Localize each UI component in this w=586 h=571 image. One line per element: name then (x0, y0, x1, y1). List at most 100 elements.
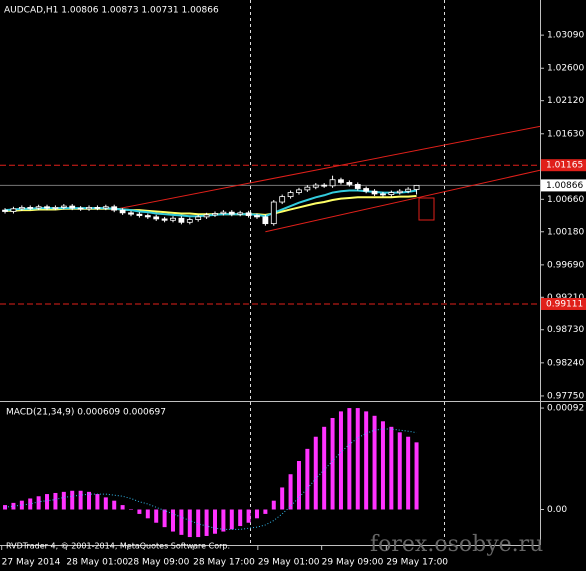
macd-bar (11, 502, 16, 510)
macd-bar (137, 509, 142, 514)
candle-body (195, 216, 202, 220)
candle-body (212, 213, 218, 216)
candle-body (60, 205, 67, 208)
macd-bar (187, 509, 192, 538)
macd-bar (171, 509, 176, 532)
macd-bar (338, 411, 343, 510)
x-tick-label: 28 May 09:00 (128, 558, 190, 568)
candle-body (380, 193, 386, 196)
macd-bar (238, 509, 243, 527)
y-tick-label: 1.02120 (547, 96, 584, 106)
candle-body (153, 216, 160, 220)
candle-body (338, 179, 344, 183)
candle-body (203, 214, 210, 218)
candle-body (136, 213, 143, 216)
macd-bar (212, 509, 217, 534)
candle-body (329, 179, 336, 187)
macd-bar (53, 492, 58, 510)
macd-bar (61, 491, 66, 510)
candle-body (161, 218, 168, 221)
macd-bar (45, 494, 50, 510)
macd-bar (305, 448, 310, 510)
candle-body (128, 212, 134, 215)
y-tick-label: 0.98730 (547, 325, 584, 335)
macd-bar (196, 509, 201, 538)
y-tick-label: 1.02600 (547, 64, 584, 74)
current-price-bg (541, 179, 586, 192)
macd-bar (179, 509, 184, 535)
candle-body (312, 184, 319, 188)
candle-body (170, 217, 176, 221)
watermark: forex.osobye.ru (370, 532, 543, 557)
macd-bar (129, 509, 134, 510)
candle-body (304, 186, 311, 191)
candle-body (279, 196, 286, 203)
macd-bar (204, 509, 209, 536)
candle-body (371, 190, 378, 195)
candle-body (346, 182, 353, 185)
candle-body (396, 190, 403, 193)
candle-body (77, 207, 84, 210)
y-tick-label: 0.00 (547, 505, 567, 515)
level-label-bg (541, 159, 586, 172)
trendline (265, 169, 541, 233)
macd-bar (313, 436, 318, 510)
candle-body (178, 217, 185, 223)
y-tick-label: 0.99210 (547, 293, 584, 303)
macd-bar (330, 417, 335, 510)
candle-body (405, 188, 412, 192)
macd-bar (120, 505, 125, 510)
macd-bar (389, 426, 394, 510)
x-tick-label: 28 May 17:00 (193, 558, 255, 568)
candle-body (52, 207, 59, 209)
candle-body (296, 189, 302, 193)
macd-bar (28, 498, 33, 510)
macd-bar (112, 500, 117, 510)
macd-bar (221, 509, 226, 532)
y-tick-label: 0.00092 (547, 404, 584, 414)
candle-body (144, 215, 151, 218)
y-tick-label: 1.00660 (547, 195, 584, 205)
macd-bar (36, 496, 41, 510)
level-label: 1.01165 (546, 161, 583, 171)
y-tick-label: 0.98240 (547, 358, 584, 368)
macd-bar (70, 490, 75, 510)
candle-body (388, 192, 395, 195)
candle-body (262, 216, 269, 225)
candle-body (186, 219, 193, 223)
level-label-bg (541, 297, 586, 310)
macd-bar (296, 460, 301, 510)
y-tick-label: 0.99690 (547, 260, 584, 270)
chart-title: AUDCAD,H1 1.00806 1.00873 1.00731 1.0086… (4, 6, 219, 16)
candle-body (86, 207, 92, 210)
level-label: 0.99111 (546, 299, 583, 309)
y-tick-label: 1.01630 (547, 129, 584, 139)
candle-body (270, 201, 277, 225)
macd-bar (380, 421, 385, 510)
macd-bar (347, 408, 352, 510)
macd-bar (162, 509, 167, 528)
x-tick-label: 29 May 09:00 (322, 558, 384, 568)
macd-bar (78, 490, 83, 510)
candle-body (237, 212, 244, 215)
candle-body (27, 207, 34, 209)
candle-body (44, 206, 50, 209)
macd-bar (229, 509, 234, 530)
macd-bar (19, 500, 24, 510)
macd-bar (406, 436, 411, 510)
candle-body (245, 212, 252, 216)
macd-bar (372, 415, 377, 510)
candle-body (220, 211, 227, 214)
candle-body (18, 207, 25, 210)
x-tick-label: 29 May 01:00 (258, 558, 320, 568)
candle-body (119, 209, 126, 214)
candle-body (228, 211, 235, 215)
candle-body (10, 208, 17, 212)
macd-title: MACD(21,34,9) 0.000609 0.000697 (6, 408, 166, 418)
y-tick-label: 1.03090 (547, 31, 584, 41)
macd-bar (103, 497, 108, 510)
macd-bar (87, 491, 92, 510)
candle-body (94, 207, 101, 209)
